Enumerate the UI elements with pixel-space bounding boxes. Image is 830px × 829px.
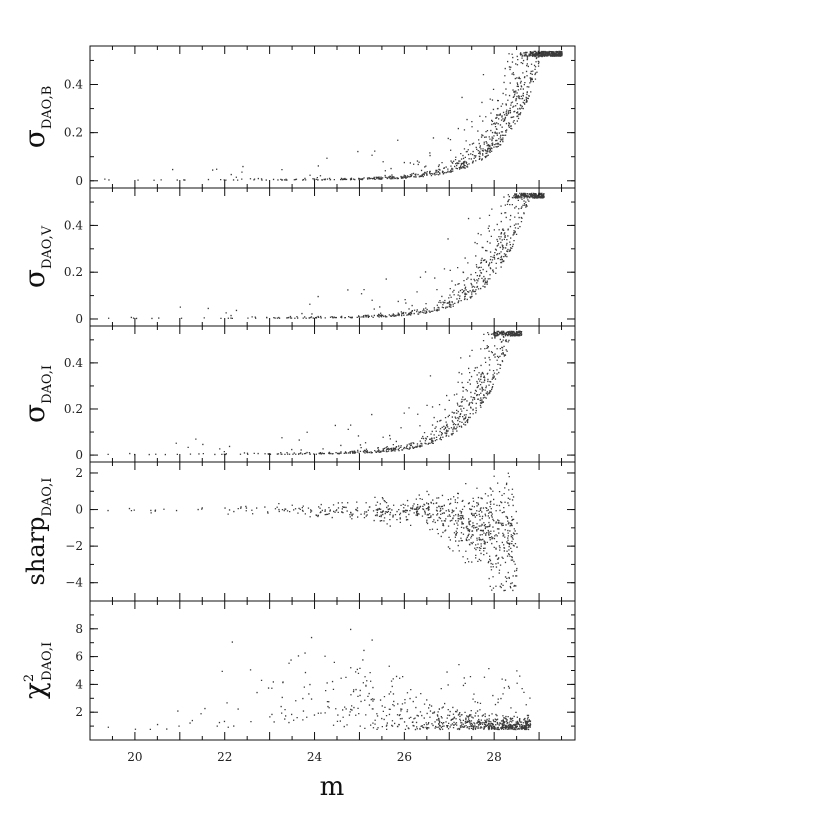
y-tick-label-chi2-i: 4 (75, 677, 83, 691)
x-tick-label: 28 (487, 750, 502, 764)
y-label-subscript: DAO,B (40, 86, 55, 129)
y-tick-label-sigma-b: 0.4 (64, 78, 83, 92)
y-tick-label-sigma-b: 0 (75, 174, 83, 188)
y-tick-label-sigma-i: 0 (75, 448, 83, 462)
y-tick-label-sigma-v: 0.2 (64, 265, 83, 279)
x-tick-label: 22 (217, 750, 232, 764)
panels-group: 00.20.4σDAO,B00.20.4σDAO,V00.20.4σDAO,I−… (18, 45, 576, 741)
x-tick-label: 26 (397, 750, 412, 764)
y-axis-label-sigma-v: σDAO,V (18, 225, 55, 288)
y-tick-label-chi2-i: 6 (75, 650, 83, 664)
y-label-symbol: σ (18, 404, 51, 423)
y-tick-label-sigma-v: 0 (75, 312, 83, 326)
y-label-subscript: DAO,I (40, 365, 55, 404)
y-tick-label-sigma-v: 0.4 (64, 218, 83, 232)
y-label-symbol: σ (18, 129, 51, 148)
panel-sigma-v: 0 0.2 0.4 σDAO,V (18, 187, 576, 327)
y-axis-label-sigma-b: σDAO,B (18, 86, 55, 149)
y-axis-label-chi2-i: χ2 DAO,I (18, 642, 55, 699)
y-axis-label-sharp-i: sharpDAO,I (22, 478, 55, 586)
x-tick-label: 24 (307, 750, 323, 764)
y-label-subscript: DAO,I (40, 642, 55, 681)
y-label-superscript: 2 (22, 674, 37, 682)
y-axis-label-sigma-i: σDAO,I (18, 365, 55, 423)
x-axis: 20 22 24 26 28 (127, 750, 502, 764)
y-label-symbol: σ (18, 269, 51, 288)
y-tick-label-sharp-i: −2 (65, 539, 83, 553)
y-tick-label-sigma-i: 0.4 (64, 356, 83, 370)
y-label-subscript: DAO,I (40, 478, 55, 517)
y-label-symbol: sharp (22, 517, 50, 586)
x-tick-label: 20 (127, 750, 142, 764)
y-tick-label-sharp-i: 0 (75, 503, 83, 517)
y-tick-label-chi2-i: 2 (75, 705, 83, 719)
y-tick-label-sigma-i: 0.2 (64, 402, 83, 416)
y-label-subscript: DAO,V (40, 225, 55, 269)
panel-sharp-i: −4 −2 0 2 sharpDAO,I (22, 461, 576, 602)
y-tick-label-chi2-i: 8 (75, 622, 83, 636)
y-tick-label-sharp-i: −4 (65, 576, 83, 590)
x-axis-label: m (320, 772, 345, 802)
y-tick-label-sigma-b: 0.2 (64, 126, 83, 140)
y-tick-label-sharp-i: 2 (75, 466, 83, 480)
y-label-symbol: χ (18, 682, 51, 699)
